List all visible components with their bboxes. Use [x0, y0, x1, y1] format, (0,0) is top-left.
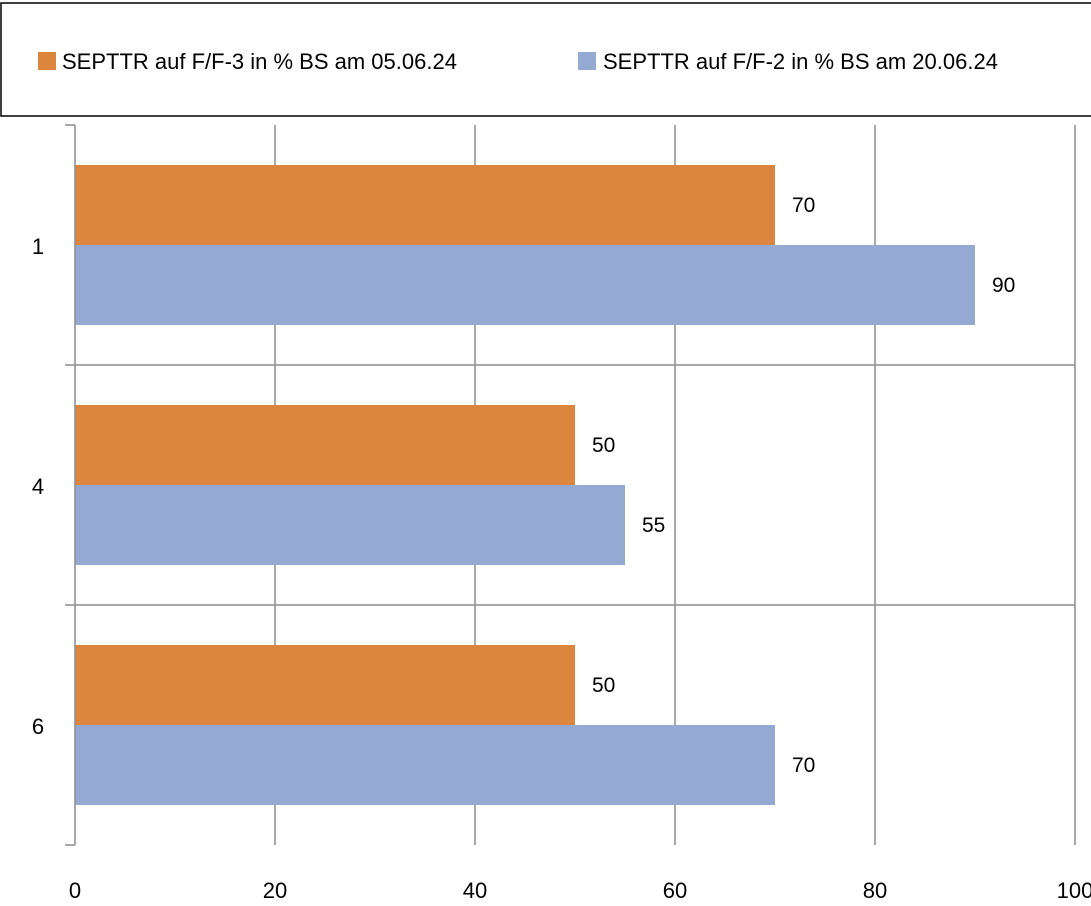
x-tick-label: 80	[863, 878, 887, 903]
data-label: 90	[992, 274, 1015, 297]
bar	[75, 245, 975, 325]
x-tick-label: 100	[1057, 878, 1091, 903]
x-tick-label: 0	[69, 878, 81, 903]
legend-swatch	[578, 52, 596, 70]
bar	[75, 645, 575, 725]
axes: 0 20 40 60 80 100 1 4 6	[32, 124, 1091, 903]
legend-label: SEPTTR auf F/F-3 in % BS am 05.06.24	[62, 49, 457, 74]
legend: SEPTTR auf F/F-3 in % BS am 05.06.24 SEPT…	[38, 49, 998, 74]
data-label: 70	[792, 194, 815, 217]
x-tick-label: 40	[463, 878, 487, 903]
legend-swatch	[38, 52, 56, 70]
y-tick-label: 6	[32, 714, 44, 739]
data-label: 55	[642, 514, 665, 537]
data-label: 50	[592, 434, 615, 457]
bar	[75, 405, 575, 485]
legend-label: SEPTTR auf F/F-2 in % BS am 20.06.24	[603, 49, 998, 74]
bars	[75, 165, 975, 805]
bar	[75, 725, 775, 805]
data-labels: 70 90 50 55 50 70	[592, 194, 1015, 777]
bar	[75, 165, 775, 245]
x-tick-label: 60	[663, 878, 687, 903]
bar	[75, 485, 625, 565]
y-tick-label: 1	[32, 234, 44, 259]
legend-box	[0, 2, 1091, 117]
data-label: 70	[792, 754, 815, 777]
data-label: 50	[592, 674, 615, 697]
x-tick-label: 20	[263, 878, 287, 903]
y-tick-label: 4	[32, 474, 44, 499]
